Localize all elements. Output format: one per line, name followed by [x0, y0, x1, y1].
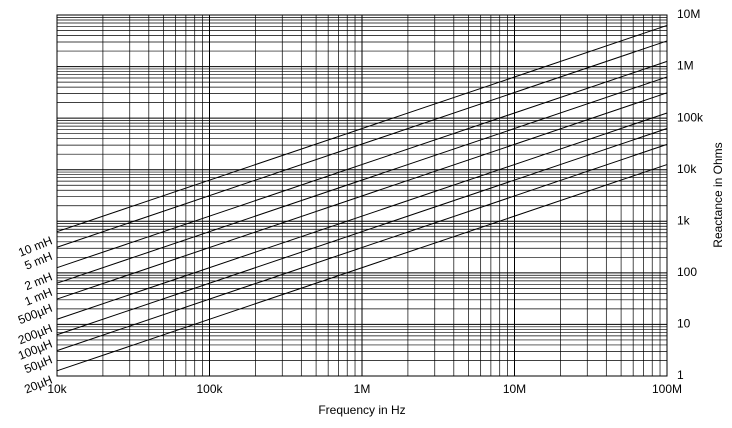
reactance-line — [56, 24, 668, 233]
y-tick-label: 1 — [677, 368, 684, 382]
y-tick-label: 10M — [677, 7, 700, 21]
reactance-line — [56, 92, 668, 300]
reactance-line — [56, 164, 668, 372]
x-tick-label: 100k — [196, 382, 223, 396]
x-tick-label: 1M — [354, 382, 371, 396]
x-tick-label: 10M — [503, 382, 526, 396]
y-tick-label: 1M — [677, 59, 694, 73]
reactance-line — [56, 143, 668, 352]
y-tick-label: 1k — [677, 213, 691, 227]
y-axis-label: Reactance in Ohms — [711, 142, 725, 247]
y-tick-label: 100 — [677, 265, 697, 279]
plot-frame — [56, 14, 668, 377]
y-tick-label: 100k — [677, 110, 704, 124]
y-tick-label: 10k — [677, 162, 697, 176]
y-tick-label: 10 — [677, 317, 691, 331]
reactance-line — [56, 40, 668, 248]
reactance-line — [56, 60, 668, 269]
reactance-line — [56, 112, 668, 320]
reactance-line — [56, 128, 668, 336]
x-tick-label: 10k — [47, 382, 67, 396]
x-tick-label: 100M — [652, 382, 682, 396]
x-axis-label: Frequency in Hz — [318, 403, 405, 417]
reactance-line — [56, 76, 668, 284]
